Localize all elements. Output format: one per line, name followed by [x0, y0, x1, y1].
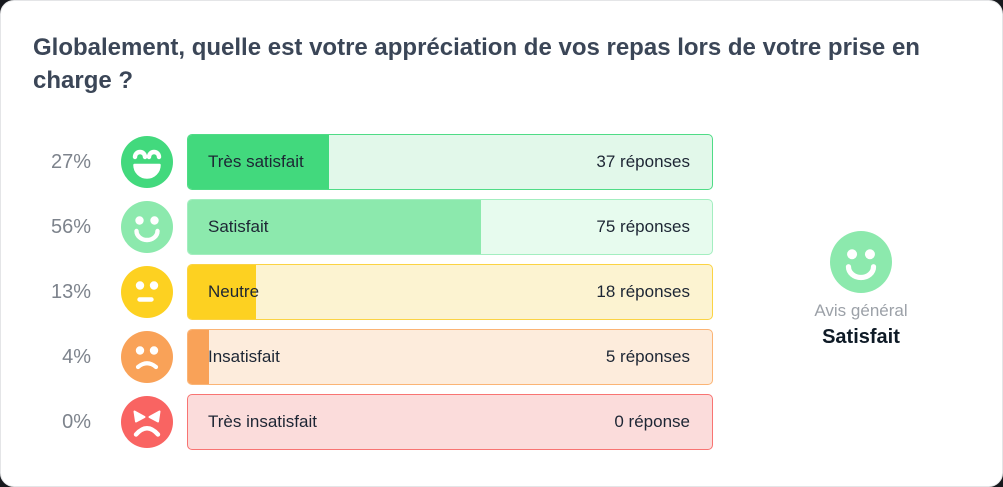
bar-label: Très insatisfait [208, 412, 317, 431]
bar-tres-satisfait: Très satisfait 37 réponses [187, 134, 713, 190]
bar-count: 75 réponses [596, 217, 690, 236]
bar-tres-insatisfait: Très insatisfait 0 réponse [187, 394, 713, 450]
percent-label: 4% [62, 345, 91, 368]
laughing-face-icon [121, 136, 173, 188]
percent-label: 27% [50, 150, 91, 173]
bar-count: 0 réponse [614, 412, 690, 431]
bar-count: 5 réponses [605, 347, 690, 366]
bar-label: Satisfait [208, 217, 269, 236]
answer-rows: 27% Très satisfait 37 réponses 56% [33, 134, 713, 450]
bar-fill [188, 330, 209, 384]
answer-row-tres-satisfait: 27% Très satisfait 37 réponses [33, 134, 713, 190]
bar-label: Insatisfait [208, 347, 280, 366]
bar-count: 18 réponses [596, 282, 690, 301]
bar-neutre: Neutre 18 réponses [187, 264, 713, 320]
bar-insatisfait: Insatisfait 5 réponses [187, 329, 713, 385]
answer-row-neutre: 13% Neutre 18 réponses [33, 264, 713, 320]
bar-fill [188, 265, 257, 319]
answer-row-tres-insatisfait: 0% Très insatisfait 0 réponse [33, 394, 713, 450]
bar-count: 37 réponses [596, 152, 690, 171]
question-title: Globalement, quelle est votre appréciati… [33, 34, 920, 94]
bar-label: Neutre [208, 282, 260, 301]
overall-smiling-face-icon [830, 231, 892, 293]
bar-satisfait: Satisfait 75 réponses [187, 199, 713, 255]
bar-label: Très satisfait [208, 152, 304, 171]
angry-face-icon [121, 396, 173, 448]
percent-label: 13% [50, 280, 91, 303]
overall-opinion-panel: Avis général Satisfait [781, 231, 941, 349]
answer-row-insatisfait: 4% Insatisfait 5 réponses [33, 329, 713, 385]
percent-label: 56% [50, 215, 91, 238]
neutral-face-icon [121, 266, 173, 318]
bar-fill [188, 135, 330, 189]
answer-row-satisfait: 56% Satisfait 75 réponses [33, 199, 713, 255]
bar-fill [188, 200, 482, 254]
smiling-face-icon [121, 201, 173, 253]
overall-opinion-caption: Avis général [814, 301, 908, 320]
frowning-face-icon [121, 331, 173, 383]
percent-label: 0% [62, 410, 91, 433]
overall-opinion-value: Satisfait [822, 326, 900, 348]
